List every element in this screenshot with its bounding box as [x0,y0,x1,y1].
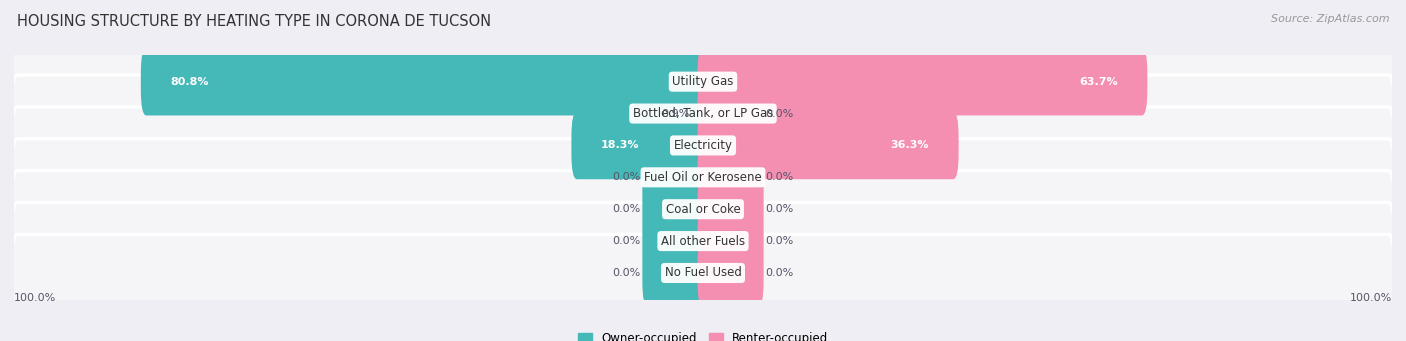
Text: 0.0%: 0.0% [765,268,793,278]
Text: Electricity: Electricity [673,139,733,152]
Text: Bottled, Tank, or LP Gas: Bottled, Tank, or LP Gas [633,107,773,120]
Text: 0.0%: 0.0% [765,236,793,246]
FancyBboxPatch shape [697,48,1147,116]
Text: 0.0%: 0.0% [765,204,793,214]
FancyBboxPatch shape [692,80,709,147]
Text: 0.0%: 0.0% [765,108,793,119]
Text: 80.8%: 80.8% [170,77,209,87]
Text: HOUSING STRUCTURE BY HEATING TYPE IN CORONA DE TUCSON: HOUSING STRUCTURE BY HEATING TYPE IN COR… [17,14,491,29]
Text: 63.7%: 63.7% [1080,77,1118,87]
FancyBboxPatch shape [697,80,763,147]
Text: 0.9%: 0.9% [662,108,690,119]
FancyBboxPatch shape [13,139,1393,216]
Text: Utility Gas: Utility Gas [672,75,734,88]
Text: 0.0%: 0.0% [765,172,793,182]
Text: 36.3%: 36.3% [890,140,929,150]
FancyBboxPatch shape [697,175,763,243]
FancyBboxPatch shape [571,112,709,179]
Text: 0.0%: 0.0% [613,268,641,278]
FancyBboxPatch shape [13,170,1393,248]
FancyBboxPatch shape [697,144,763,211]
Text: 100.0%: 100.0% [14,293,56,303]
FancyBboxPatch shape [697,207,763,275]
FancyBboxPatch shape [141,48,709,116]
Text: No Fuel Used: No Fuel Used [665,266,741,280]
FancyBboxPatch shape [13,203,1393,280]
Text: All other Fuels: All other Fuels [661,235,745,248]
FancyBboxPatch shape [13,75,1393,152]
Text: Coal or Coke: Coal or Coke [665,203,741,216]
FancyBboxPatch shape [643,175,709,243]
FancyBboxPatch shape [643,239,709,307]
FancyBboxPatch shape [13,107,1393,184]
Text: 18.3%: 18.3% [600,140,640,150]
Text: 0.0%: 0.0% [613,172,641,182]
Text: 100.0%: 100.0% [1350,293,1392,303]
FancyBboxPatch shape [13,43,1393,120]
Legend: Owner-occupied, Renter-occupied: Owner-occupied, Renter-occupied [574,328,832,341]
Text: Source: ZipAtlas.com: Source: ZipAtlas.com [1271,14,1389,24]
FancyBboxPatch shape [13,234,1393,312]
FancyBboxPatch shape [697,239,763,307]
FancyBboxPatch shape [643,207,709,275]
FancyBboxPatch shape [697,112,959,179]
Text: 0.0%: 0.0% [613,204,641,214]
FancyBboxPatch shape [643,144,709,211]
Text: 0.0%: 0.0% [613,236,641,246]
Text: Fuel Oil or Kerosene: Fuel Oil or Kerosene [644,171,762,184]
